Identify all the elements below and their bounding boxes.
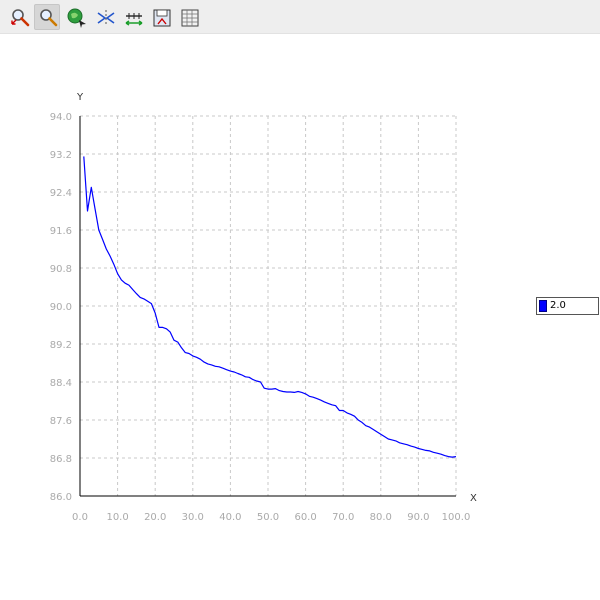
select-points-icon <box>97 10 115 26</box>
y-tick-label: 90.0 <box>50 302 72 313</box>
y-tick-label: 88.4 <box>50 378 72 389</box>
zoom-icon <box>40 9 58 27</box>
y-tick-label: 94.0 <box>50 112 72 123</box>
toolbar <box>0 0 600 34</box>
y-tick-label: 89.2 <box>50 340 72 351</box>
pan-icon <box>67 8 86 28</box>
x-tick-label: 80.0 <box>370 512 392 523</box>
x-axis-title: X <box>470 493 477 504</box>
x-tick-label: 90.0 <box>407 512 429 523</box>
legend[interactable]: 2.0 <box>536 297 599 315</box>
series-line[interactable] <box>83 156 457 458</box>
y-tick-label: 91.6 <box>50 226 72 237</box>
x-tick-label: 10.0 <box>106 512 128 523</box>
save-icon <box>153 9 171 27</box>
y-tick-label: 92.4 <box>50 188 72 199</box>
grid <box>80 115 457 496</box>
zoom-reset-icon <box>11 9 30 27</box>
legend-label: 2.0 <box>550 300 566 311</box>
x-tick-label: 0.0 <box>72 512 88 523</box>
series-group <box>83 156 457 458</box>
y-axis-title: Y <box>76 92 84 103</box>
x-tick-label: 60.0 <box>294 512 316 523</box>
data-table-button[interactable] <box>176 4 202 30</box>
data-table-icon <box>181 9 199 27</box>
x-tick-label: 50.0 <box>257 512 279 523</box>
y-tick-label: 86.8 <box>50 454 72 465</box>
pan-button[interactable] <box>63 4 89 30</box>
legend-swatch <box>539 300 547 312</box>
y-tick-label: 90.8 <box>50 264 72 275</box>
x-tick-label: 40.0 <box>219 512 241 523</box>
y-tick-label: 93.2 <box>50 150 72 161</box>
axes <box>79 116 456 497</box>
select-points-button[interactable] <box>92 4 118 30</box>
save-button[interactable] <box>148 4 174 30</box>
zoom-button[interactable] <box>34 4 60 30</box>
y-tick-label: 86.0 <box>50 492 72 503</box>
axis-scale-button[interactable] <box>120 4 146 30</box>
x-tick-label: 20.0 <box>144 512 166 523</box>
x-tick-label: 30.0 <box>182 512 204 523</box>
y-tick-label: 87.6 <box>50 416 72 427</box>
axis-scale-icon <box>125 13 143 26</box>
x-tick-label: 70.0 <box>332 512 354 523</box>
zoom-reset-button[interactable] <box>6 4 32 30</box>
tick-labels: 0.0 10.0 20.0 30.0 40.0 50.0 60.0 70.0 80.0 90.0 1… <box>50 112 471 523</box>
x-tick-label: 100.0 <box>442 512 471 523</box>
